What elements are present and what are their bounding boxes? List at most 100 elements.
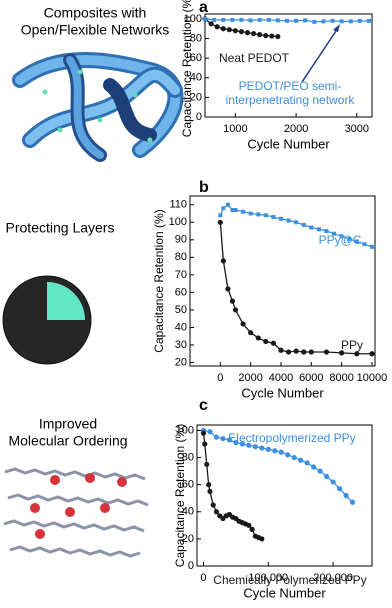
panel-label: b [199,179,209,196]
point [246,522,252,528]
point [213,434,220,440]
point [269,33,275,39]
point [232,28,238,34]
point [286,218,291,223]
point [336,486,343,492]
y-tick-label: 80 [190,32,202,44]
point [324,229,329,234]
y-tick-label: 80 [182,451,194,463]
point [301,349,307,355]
point [347,236,352,241]
point [263,338,269,345]
series-label: Neat PEDOT [218,51,290,65]
y-axis-title: Capacitance Retention (%) [152,209,166,352]
point [212,17,217,22]
point [244,30,251,36]
point [259,445,265,451]
point [304,460,310,466]
point [294,18,299,23]
point [354,351,360,357]
point [309,225,314,230]
arrow [301,24,340,83]
point [349,499,356,505]
point [321,19,326,24]
point [255,335,261,341]
point [221,206,226,211]
point [233,208,238,213]
point [230,208,235,213]
point [311,464,317,470]
y-tick-label: 40 [182,506,194,518]
point [207,488,213,495]
y-tick-label: 40 [190,72,202,84]
point [308,349,314,355]
x-axis-title: Cycle Number [243,585,326,600]
point [330,479,336,485]
panel-label: a [199,0,208,16]
point [278,216,283,221]
point [248,211,253,216]
network-illustration [12,52,184,162]
point [263,213,268,218]
point [252,444,258,450]
point [218,213,223,218]
y-tick-label: 100 [184,13,202,25]
point [312,19,317,24]
point [256,212,261,217]
point [259,536,265,542]
point [238,29,245,35]
point [239,17,244,22]
point [248,330,254,336]
panel-heading: Molecular Ordering [8,433,127,449]
point [263,32,269,39]
point [285,349,292,355]
series-label: Chemically Polymerized PPy [213,573,367,587]
point [348,19,353,24]
y-tick-label: 0 [196,111,202,123]
x-tick-label: 3000 [345,123,369,135]
x-tick-label: 10000 [357,372,388,384]
x-axis-title: Cycle Number [247,136,330,151]
y-tick-label: 70 [175,269,187,281]
point [324,473,330,480]
point [339,234,344,239]
y-tick-label: 90 [175,234,187,246]
x-tick-label: 2000 [238,372,262,384]
series-line [202,433,263,540]
point [221,17,226,22]
point [210,502,216,508]
plot-frame [189,195,376,367]
point [278,449,284,455]
x-tick-label: 6000 [299,372,323,384]
point [275,18,280,23]
point [301,222,306,227]
point [369,351,375,357]
point [226,437,233,443]
point [339,19,344,24]
x-tick-label: 0 [200,572,206,584]
panel-heading: Open/Flexible Networks [21,22,170,38]
point [208,21,214,27]
point [293,348,299,354]
point [200,430,207,436]
y-tick-label: 30 [175,339,187,351]
point [203,16,207,21]
y-tick-label: 80 [175,251,187,263]
point [220,258,226,264]
y-axis-title: Capacitance Retention (%) [173,424,187,567]
point [343,492,349,499]
x-tick-label: 0 [217,372,223,384]
point [241,209,246,214]
point [272,448,278,454]
point [303,18,308,23]
series-label: Electropolymerized PPy [228,431,356,445]
panel-heading: Protecting Layers [6,220,115,236]
y-tick-label: 20 [175,356,187,368]
point [213,509,220,515]
point [202,441,208,447]
point [265,446,271,453]
point [206,482,212,488]
y-tick-label: 60 [190,52,202,64]
plot-frame [204,13,373,118]
